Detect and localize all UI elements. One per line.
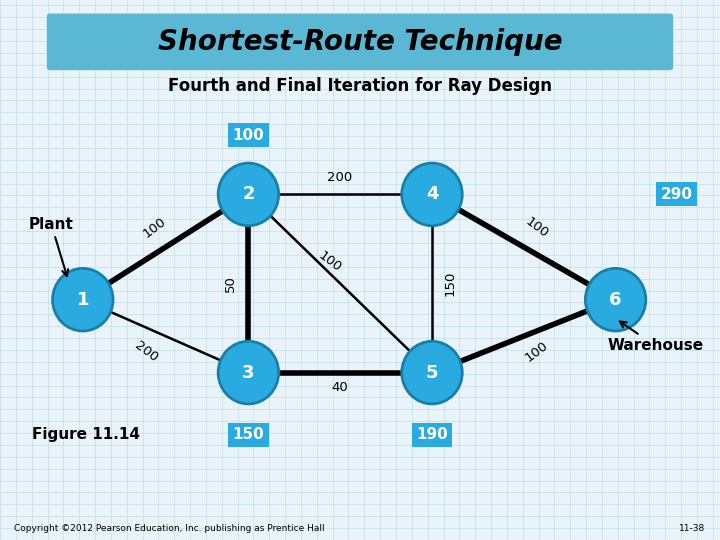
Text: Plant: Plant	[29, 217, 73, 276]
Text: 100: 100	[316, 249, 343, 275]
Text: Fourth and Final Iteration for Ray Design: Fourth and Final Iteration for Ray Desig…	[168, 77, 552, 96]
Text: 290: 290	[661, 187, 693, 202]
Text: 6: 6	[609, 291, 622, 309]
Text: 50: 50	[224, 275, 237, 292]
Ellipse shape	[402, 163, 462, 226]
Text: 100: 100	[233, 127, 264, 143]
Text: 5: 5	[426, 363, 438, 382]
Text: 3: 3	[242, 363, 255, 382]
Ellipse shape	[585, 268, 646, 331]
Text: 2: 2	[242, 185, 255, 204]
Text: Copyright ©2012 Pearson Education, Inc. publishing as Prentice Hall: Copyright ©2012 Pearson Education, Inc. …	[14, 524, 325, 532]
Text: 190: 190	[416, 427, 448, 442]
Text: 100: 100	[141, 215, 168, 241]
Ellipse shape	[218, 341, 279, 404]
Text: 100: 100	[523, 215, 550, 241]
Text: 150: 150	[233, 427, 264, 442]
Ellipse shape	[218, 163, 279, 226]
Text: 11-38: 11-38	[680, 524, 706, 532]
Text: 1: 1	[76, 291, 89, 309]
Text: 4: 4	[426, 185, 438, 204]
Ellipse shape	[402, 341, 462, 404]
FancyBboxPatch shape	[47, 14, 673, 70]
Text: 200: 200	[132, 339, 160, 365]
Text: 150: 150	[444, 271, 456, 296]
Text: Shortest-Route Technique: Shortest-Route Technique	[158, 28, 562, 56]
Text: Warehouse: Warehouse	[607, 321, 703, 353]
Text: 40: 40	[331, 381, 348, 394]
Text: 200: 200	[327, 171, 353, 184]
Text: Figure 11.14: Figure 11.14	[32, 427, 140, 442]
Text: 100: 100	[523, 339, 550, 365]
Ellipse shape	[53, 268, 113, 331]
